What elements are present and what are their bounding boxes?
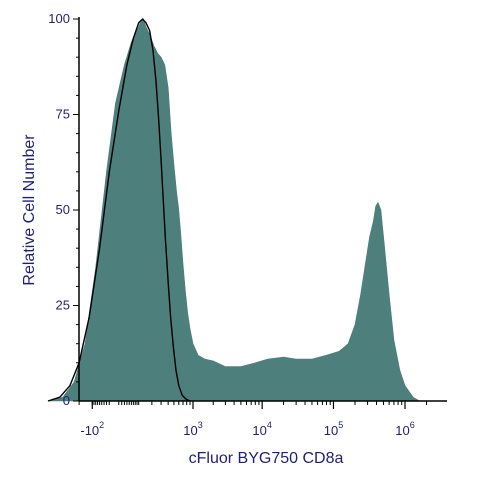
tick-labels: 0 25 50 75 100 -102 103 104 105 106 (48, 11, 414, 438)
x-tick-label: 103 (183, 420, 202, 438)
x-tick-label: 104 (252, 420, 271, 438)
y-tick-label: 75 (56, 107, 70, 122)
x-tick-label: 105 (324, 420, 343, 438)
x-tick-label: -102 (80, 420, 104, 438)
x-axis-title: cFluor BYG750 CD8a (189, 450, 344, 467)
y-tick-label: 100 (48, 11, 70, 26)
outline-histogram-series (47, 18, 191, 402)
plot-area (47, 18, 421, 402)
y-tick-label: 25 (56, 298, 70, 313)
x-tick-label: 106 (395, 420, 414, 438)
y-axis-title: Relative Cell Number (21, 134, 38, 286)
y-tick-label: 0 (63, 393, 70, 408)
y-tick-label: 50 (56, 202, 70, 217)
axes (73, 17, 447, 409)
filled-histogram-series (47, 18, 421, 402)
